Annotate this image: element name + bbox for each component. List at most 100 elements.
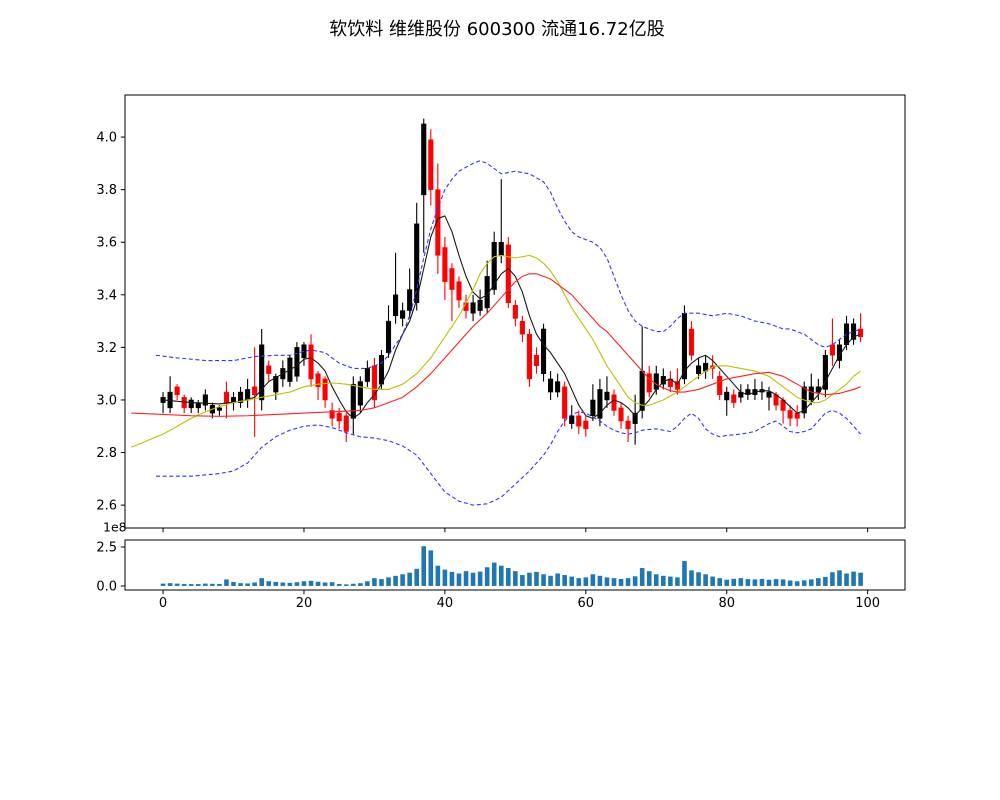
candle-body (216, 407, 222, 411)
x-tick-label: 60 (578, 596, 595, 611)
candle-body (308, 344, 314, 380)
candle-body (343, 415, 349, 432)
candle-body (540, 328, 547, 374)
volume-bar (259, 578, 264, 586)
volume-bar (195, 584, 201, 586)
volume-bar (534, 571, 539, 586)
volume-bar (315, 581, 321, 586)
volume-bar (576, 578, 582, 586)
volume-bar (562, 575, 567, 586)
volume-bar (597, 575, 603, 586)
ma-mid-line (131, 254, 861, 448)
candle-body (731, 394, 737, 403)
volume-bar (181, 583, 187, 586)
volume-bar (837, 570, 842, 586)
candle-body (223, 391, 230, 403)
candle-body (414, 223, 420, 303)
lower-band-line (156, 409, 862, 506)
candle-body (322, 378, 328, 401)
candle-body (336, 412, 342, 422)
x-tick-label: 40 (437, 596, 454, 611)
volume-bar (393, 575, 398, 586)
volume-bar (823, 576, 828, 586)
x-tick-label: 80 (718, 596, 735, 611)
volume-bar (449, 571, 455, 586)
candle-body (851, 323, 857, 340)
volume-bar (816, 578, 821, 586)
volume-bar (653, 574, 659, 586)
candle-body (822, 355, 828, 390)
volume-bar (414, 568, 420, 586)
volume-bar (808, 579, 814, 586)
volume-bar (365, 581, 370, 586)
volume-bar (759, 578, 765, 586)
volume-bar (682, 561, 687, 586)
candle-body (357, 381, 363, 406)
volume-bar (188, 584, 194, 586)
volume-bar (703, 574, 708, 586)
volume-bar (639, 568, 645, 586)
volume-bar (287, 582, 293, 586)
candle-body (808, 386, 814, 401)
candle-body (400, 310, 406, 319)
volume-bar (506, 568, 511, 586)
candle-body (618, 407, 624, 422)
volume-bar (421, 546, 427, 586)
candle-body (632, 412, 638, 424)
volume-panel-border (124, 539, 906, 591)
candle-body (315, 373, 321, 388)
volume-scale-offset-label: 1e8 (103, 520, 127, 535)
overlay-lines-group (131, 160, 862, 506)
volume-bar (329, 582, 335, 586)
volume-tick-label: 2.5 (96, 541, 117, 556)
upper-band-line (155, 160, 861, 369)
volume-bar (336, 583, 342, 586)
volume-bar (386, 577, 391, 586)
candle-body (829, 344, 835, 356)
price-tick-label: 4.0 (96, 131, 117, 146)
price-panel-border (124, 94, 906, 529)
candle-body (576, 415, 582, 427)
candle-body (491, 241, 497, 290)
volume-bar (632, 576, 638, 586)
price-tick-label: 3.2 (96, 341, 117, 356)
candle-body (533, 355, 540, 367)
volume-bar (407, 572, 412, 586)
volume-bar (238, 583, 243, 586)
volume-bar (174, 583, 180, 586)
volume-bar (675, 577, 680, 586)
candle-body (498, 241, 504, 256)
candle-body (252, 386, 258, 395)
price-tick-label: 3.8 (96, 183, 117, 198)
volume-bar (625, 578, 631, 586)
volume-bar (498, 565, 504, 586)
axes-group: 2.6 2.8 3.0 3.2 3.4 3.6 3.8 4.0 0 20 40 60 80 100 0.0 2… (96, 94, 906, 611)
candle-body (688, 328, 695, 356)
volume-bar (308, 580, 314, 586)
candle-body (583, 420, 589, 430)
volume-bar (844, 573, 849, 586)
volume-bar (294, 582, 300, 586)
volume-bar (463, 571, 469, 586)
volume-bar (689, 570, 694, 586)
candle-body (794, 412, 800, 419)
candle-body (470, 302, 476, 314)
volume-bar (780, 579, 786, 586)
volume-bar (217, 583, 222, 586)
candle-body (505, 244, 511, 303)
volume-bar (266, 581, 272, 586)
candle-body (456, 281, 462, 301)
x-tick-label: 20 (296, 596, 313, 611)
volume-bar (541, 574, 546, 586)
volume-bar (224, 579, 229, 586)
candle-body (350, 383, 356, 419)
candle-body (569, 415, 575, 424)
candle-body (174, 386, 180, 395)
volume-bar (400, 574, 405, 586)
candle-body (590, 399, 596, 416)
volume-bar (520, 575, 525, 586)
volume-bar (569, 576, 575, 586)
chart-title: 软饮料 维维股份 600300 流通16.72亿股 (329, 19, 664, 40)
